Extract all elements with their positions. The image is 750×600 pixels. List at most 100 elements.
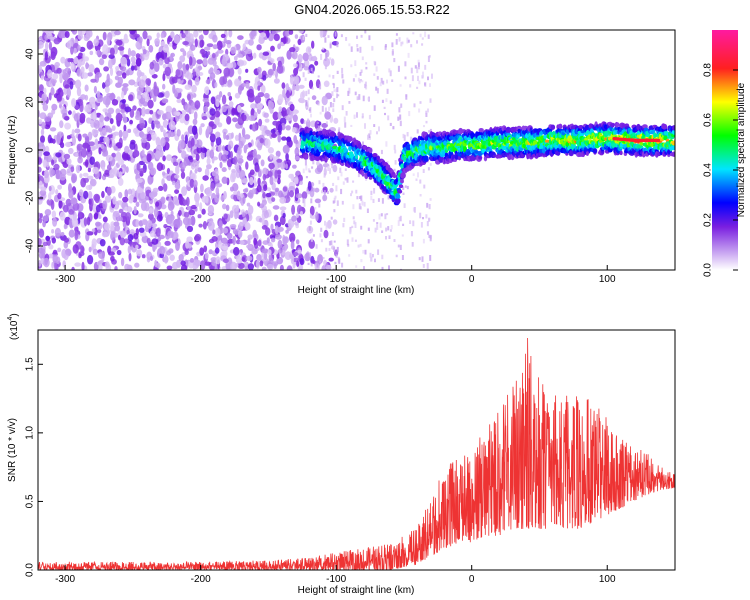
spectrogram-cell [393,58,396,63]
spectrogram-cell [312,187,315,192]
spectrogram-cell [341,262,344,268]
spectrogram-cell [264,138,271,149]
spectrogram-cell [258,71,263,79]
spectrogram-cell [329,102,332,108]
spectrogram-cell [85,62,89,70]
spectrogram-cell [251,188,257,195]
spectrogram-cell [352,180,355,183]
spectrogram-cell [74,128,81,134]
spectrogram-cell [87,254,94,265]
spectrogram-cell [192,264,197,270]
spectrogram-cell [400,150,403,153]
spectrogram-cell [388,235,391,239]
spectrogram-cell [269,153,273,160]
spectrogram-cell [185,196,190,207]
spectrogram-cell [351,190,354,194]
spectrogram-cell [284,251,292,261]
spectrogram-cell [273,263,277,269]
spectrogram-cell [222,203,227,210]
spectrogram-cell [391,42,394,48]
spectrogram-cell [280,37,284,43]
spectrogram-cell [308,170,311,173]
spectrogram-cell [376,155,381,161]
spectrogram-cell [389,229,392,232]
spectrogram-cell [69,80,74,90]
spectrogram-cell [268,68,274,76]
spectrogram-cell [51,159,55,166]
spectrogram-cell [225,40,232,45]
spectrogram-cell [261,129,266,137]
spectrogram-cell [308,79,314,89]
spectrogram-cell [198,126,203,136]
spectrogram-cell [178,140,185,150]
spectrogram-cell [361,56,364,61]
spectrogram-cell [162,155,166,162]
spectrogram-cell [162,64,167,69]
spectrogram-cell [320,239,323,243]
spectrogram-cell [364,30,367,34]
spectrogram-cell [119,216,123,222]
spectrogram-cell [338,258,341,264]
spectrogram-cell [142,101,149,107]
spectrogram-cell [168,120,176,131]
spectrogram-cell [263,184,268,192]
spectrogram-cell [257,201,261,207]
spectrogram-cell [349,228,352,235]
spectrogram-cell [390,225,393,230]
spectrogram-cell [304,159,307,166]
spectrogram-cell [41,121,46,130]
spectrogram-cell [255,154,261,160]
spectrogram-cell [115,39,123,46]
spectrogram-cell [275,30,282,33]
spectrogram-cell [368,136,371,140]
spectrogram-cell [172,231,179,240]
spectrogram-cell [136,162,141,171]
spectrogram-cell [397,65,400,72]
spectrogram-cell [333,197,336,203]
spectrogram-cell [305,119,311,129]
spectrogram-cell [305,90,308,97]
spectrogram-cell [421,43,424,46]
spectrogram-cell [314,154,321,161]
spectrogram-cell [331,162,334,169]
spectrogram-cell [194,192,200,203]
spectrogram-cell [401,255,404,260]
spectrogram-cell [302,63,305,68]
spectrogram-cell [362,141,364,147]
spectrogram-cell [414,65,417,69]
spectrogram-cell [281,82,286,89]
spectrogram-cell [45,162,50,168]
spectrogram-cell [337,94,340,97]
spectrogram-cell [670,145,675,151]
spectrogram-cell [110,255,115,262]
spectrogram-cell [404,185,407,188]
spectrogram-cell [123,238,130,244]
spectrogram-cell [104,222,111,231]
spectrogram-cell [364,123,366,129]
spectrogram-cell [206,149,211,159]
spectrogram-cell [190,162,196,170]
spectrogram-cell [400,179,404,184]
spectrogram-cell [329,43,332,49]
spectrogram-cell [208,121,215,127]
spectrogram-cell [236,210,240,219]
spectrogram-cell [39,213,43,219]
spectrogram-cell [111,125,116,131]
spectrogram-cell [154,38,160,46]
spectrogram-cell [319,260,322,264]
spectrogram-cell [492,154,496,158]
spectrogram-cell [332,219,338,225]
spectrogram-cell [106,73,110,83]
spectrogram-cell [257,66,262,74]
spectrogram-cell [259,137,264,144]
spectrogram-cell [104,116,110,122]
spectrogram-cell [376,76,379,80]
spectrogram-cell [173,218,181,228]
spectrogram-cell [232,117,238,123]
spectrogram-cell [72,244,79,254]
spectrogram-cell [88,101,96,109]
spectrogram-cell [238,229,243,238]
spectrogram-cell [364,83,367,89]
spectrogram-cell [107,107,115,115]
spectrogram-cell [377,249,380,255]
